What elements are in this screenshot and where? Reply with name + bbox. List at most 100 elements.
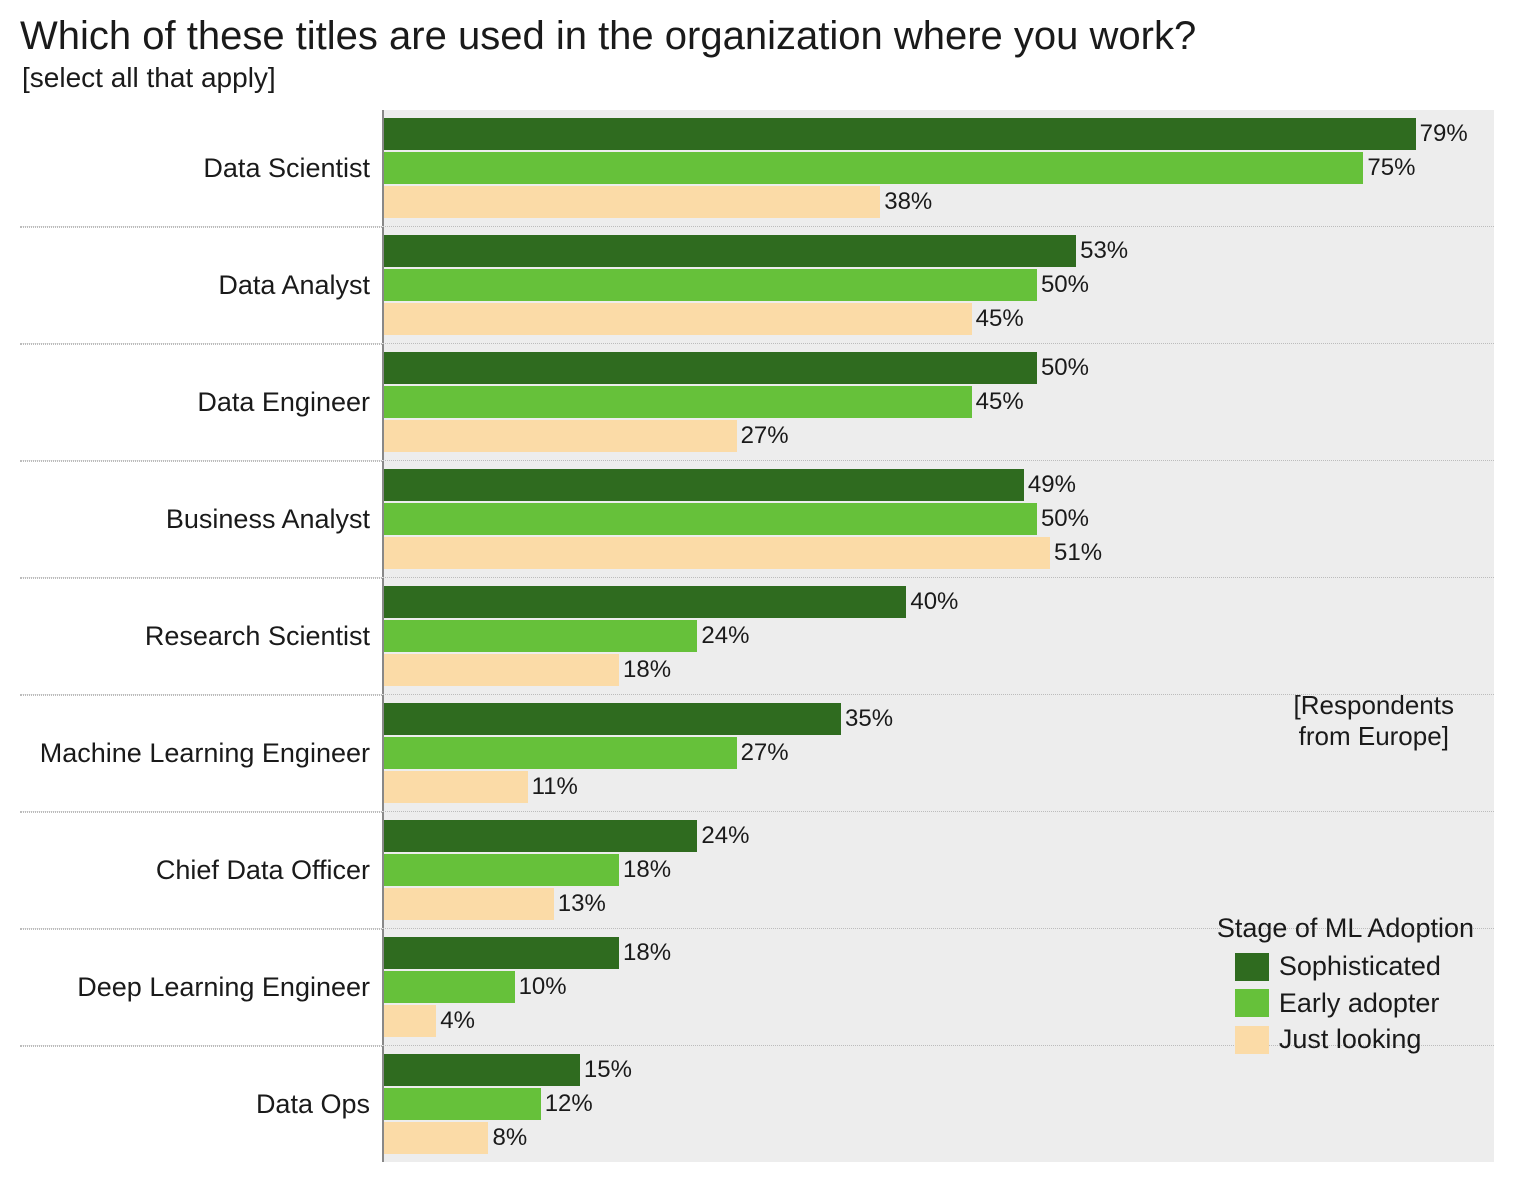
category-label: Data Analyst — [20, 227, 382, 343]
category-group: Data Analyst 53% 50% 45% — [20, 226, 1494, 343]
bar — [384, 537, 1050, 569]
chart-subtitle: [select all that apply] — [22, 62, 1494, 94]
bar-value-label: 12% — [541, 1090, 593, 1118]
bar — [384, 269, 1037, 301]
category-label: Machine Learning Engineer — [20, 695, 382, 811]
bar-row: 18% — [384, 654, 1494, 686]
bar-value-label: 50% — [1037, 271, 1089, 299]
bars-container: 49% 50% 51% — [382, 461, 1494, 577]
bar-row: 24% — [384, 620, 1494, 652]
bar-row: 45% — [384, 386, 1494, 418]
category-group: Machine Learning Engineer 35% 27% 11% — [20, 694, 1494, 811]
chart-area: Data Scientist 79%75% 38%Data Analyst 53% 50… — [20, 110, 1494, 1162]
bars-container: 15% 12% 8% — [382, 1046, 1494, 1162]
category-label: Data Ops — [20, 1046, 382, 1162]
bar — [384, 1054, 580, 1086]
category-group: Business Analyst49%50%51% — [20, 460, 1494, 577]
bar-row: 50% — [384, 352, 1494, 384]
bar — [384, 303, 972, 335]
bar-value-label: 4% — [436, 1007, 475, 1035]
legend-item: Just looking — [1217, 1021, 1474, 1057]
legend-label: Sophisticated — [1279, 948, 1441, 984]
bar-value-label: 49% — [1024, 471, 1076, 499]
legend-label: Early adopter — [1279, 985, 1440, 1021]
chart-legend: Stage of ML AdoptionSophisticatedEarly a… — [1217, 910, 1474, 1058]
bar-row: 38% — [384, 186, 1494, 218]
category-label: Data Scientist — [20, 110, 382, 226]
bar — [384, 771, 528, 803]
bar — [384, 737, 737, 769]
bar-row: 8% — [384, 1122, 1494, 1154]
bar — [384, 620, 697, 652]
bar-value-label: 45% — [972, 305, 1024, 333]
bar-value-label: 10% — [515, 973, 567, 1001]
bars-container: 53% 50% 45% — [382, 227, 1494, 343]
bar-row: 50% — [384, 503, 1494, 535]
legend-title: Stage of ML Adoption — [1217, 910, 1474, 946]
bar-value-label: 15% — [580, 1056, 632, 1084]
bar-value-label: 50% — [1037, 505, 1089, 533]
bar-value-label: 18% — [619, 856, 671, 884]
bar-row: 45% — [384, 303, 1494, 335]
bar — [384, 235, 1076, 267]
bar — [384, 1088, 541, 1120]
bar-value-label: 27% — [737, 739, 789, 767]
bar-value-label: 51% — [1050, 539, 1102, 567]
bar — [384, 1122, 488, 1154]
bars-container: 50% 45% 27% — [382, 344, 1494, 460]
annotation-line: from Europe] — [1294, 721, 1454, 752]
bar-value-label: 35% — [841, 705, 893, 733]
bar-row: 27% — [384, 420, 1494, 452]
bar-value-label: 75% — [1363, 154, 1415, 182]
bar-row: 11% — [384, 771, 1494, 803]
bar — [384, 118, 1416, 150]
chart-annotation: [Respondentsfrom Europe] — [1294, 690, 1454, 752]
bar — [384, 654, 619, 686]
bar — [384, 420, 737, 452]
bar — [384, 386, 972, 418]
bar — [384, 586, 906, 618]
bar-value-label: 40% — [906, 588, 958, 616]
category-group: Data Scientist 79%75% 38% — [20, 110, 1494, 226]
bar-row: 50% — [384, 269, 1494, 301]
bar-row: 75% — [384, 152, 1494, 184]
legend-swatch — [1235, 989, 1269, 1017]
category-label: Research Scientist — [20, 578, 382, 694]
legend-swatch — [1235, 953, 1269, 981]
category-group: Data Ops 15% 12% 8% — [20, 1045, 1494, 1162]
legend-item: Early adopter — [1217, 985, 1474, 1021]
bar-value-label: 79% — [1416, 120, 1468, 148]
bar-row: 12% — [384, 1088, 1494, 1120]
category-group: Research Scientist 40% 24% 18% — [20, 577, 1494, 694]
bar-value-label: 24% — [697, 822, 749, 850]
annotation-line: [Respondents — [1294, 690, 1454, 721]
bar — [384, 888, 554, 920]
category-group: Data Engineer50% 45% 27% — [20, 343, 1494, 460]
bar-value-label: 11% — [528, 773, 578, 801]
bar-value-label: 27% — [737, 422, 789, 450]
bar-row: 40% — [384, 586, 1494, 618]
bar — [384, 854, 619, 886]
bar — [384, 352, 1037, 384]
bar — [384, 152, 1363, 184]
bar-value-label: 53% — [1076, 237, 1128, 265]
bar — [384, 703, 841, 735]
category-label: Chief Data Officer — [20, 812, 382, 928]
legend-swatch — [1235, 1026, 1269, 1054]
bar — [384, 1005, 436, 1037]
bar-row: 53% — [384, 235, 1494, 267]
bar-value-label: 45% — [972, 388, 1024, 416]
bar — [384, 469, 1024, 501]
category-label: Data Engineer — [20, 344, 382, 460]
bar — [384, 971, 515, 1003]
legend-item: Sophisticated — [1217, 948, 1474, 984]
bar-value-label: 18% — [619, 656, 671, 684]
bar-value-label: 24% — [697, 622, 749, 650]
bar-row: 51% — [384, 537, 1494, 569]
bar-value-label: 18% — [619, 939, 671, 967]
bar-row: 79% — [384, 118, 1494, 150]
bars-container: 79%75% 38% — [382, 110, 1494, 226]
bars-container: 40% 24% 18% — [382, 578, 1494, 694]
bar — [384, 503, 1037, 535]
bar — [384, 820, 697, 852]
